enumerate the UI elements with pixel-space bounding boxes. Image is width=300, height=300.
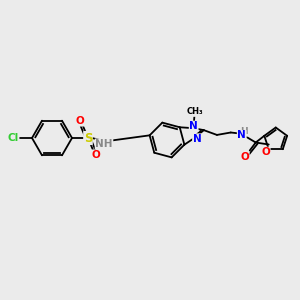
Text: N: N [193,134,201,144]
Text: H: H [240,127,247,136]
Text: S: S [84,131,92,145]
Text: Cl: Cl [8,133,19,143]
Text: N: N [189,121,198,131]
Text: O: O [261,147,270,157]
Text: NH: NH [95,139,113,149]
Text: N: N [237,130,246,140]
Text: O: O [76,116,84,126]
Text: O: O [92,150,100,160]
Text: CH₃: CH₃ [186,107,203,116]
Text: O: O [240,152,249,163]
